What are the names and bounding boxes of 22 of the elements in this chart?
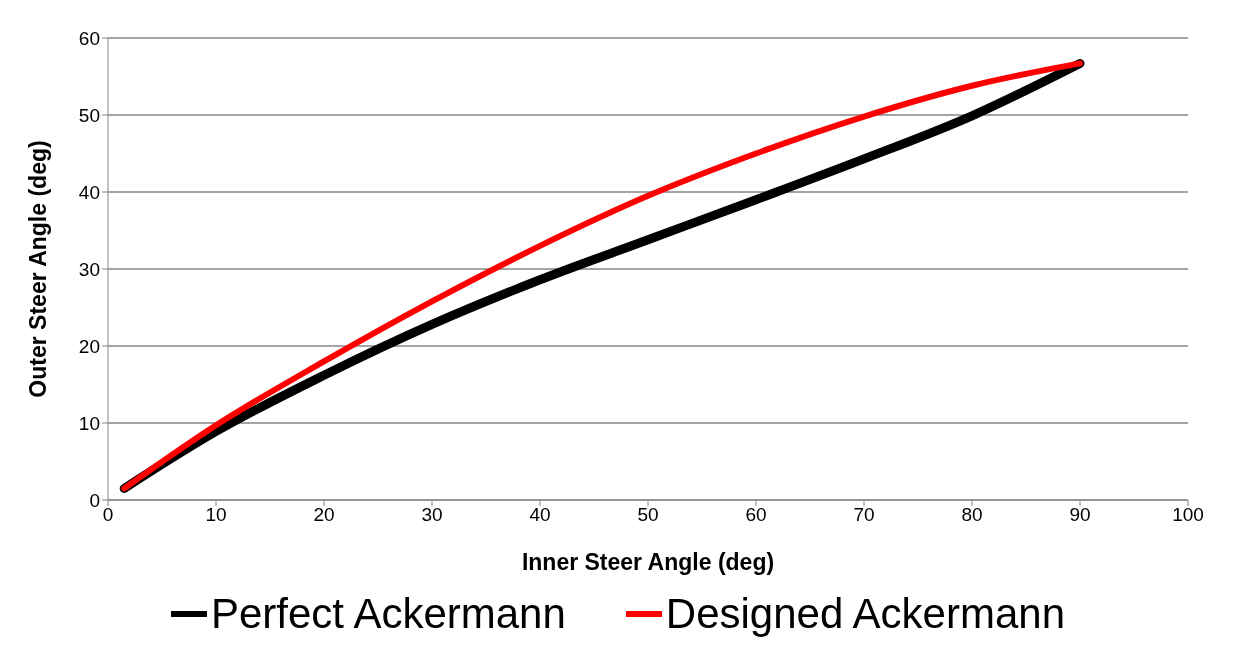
x-tick-label: 20	[313, 504, 335, 526]
x-tick-label: 50	[637, 504, 659, 526]
x-tick-label: 0	[102, 504, 114, 526]
legend-label: Designed Ackermann	[664, 590, 1066, 638]
y-tick-label: 20	[78, 335, 100, 357]
x-tick-label: 80	[961, 504, 983, 526]
y-axis-title: Outer Steer Angle (deg)	[25, 140, 52, 398]
y-tick-label: 30	[78, 258, 100, 280]
x-tick-label: 90	[1069, 504, 1091, 526]
y-tick-label: 10	[78, 412, 100, 434]
legend-label: Perfect Ackermann	[209, 590, 566, 638]
x-tick-label: 100	[1172, 504, 1204, 526]
y-tick-label: 40	[78, 181, 100, 203]
x-tick-label: 70	[853, 504, 875, 526]
y-tick-label: 60	[78, 27, 100, 49]
x-tick-label: 10	[205, 504, 227, 526]
y-tick-label: 0	[89, 489, 100, 511]
y-tick-label: 50	[78, 104, 100, 126]
x-tick-label: 60	[745, 504, 767, 526]
x-axis-title: Inner Steer Angle (deg)	[521, 549, 775, 575]
x-tick-label: 30	[421, 504, 443, 526]
x-tick-label: 40	[529, 504, 551, 526]
